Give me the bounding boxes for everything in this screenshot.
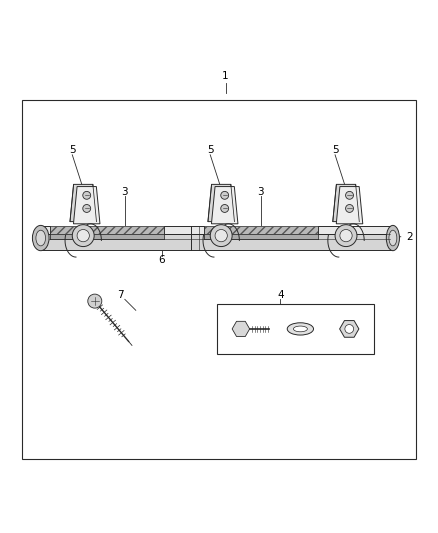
Circle shape [210,225,232,247]
Ellipse shape [293,326,307,332]
Circle shape [221,191,229,199]
Text: 7: 7 [117,290,124,300]
Circle shape [346,205,353,213]
Circle shape [72,225,94,247]
Ellipse shape [389,230,397,246]
Text: 5: 5 [207,146,214,156]
Bar [22,100,416,459]
Polygon shape [42,226,392,235]
Polygon shape [336,187,363,224]
Circle shape [77,230,89,242]
Text: 5: 5 [332,146,339,156]
Circle shape [88,294,102,308]
Circle shape [215,230,227,242]
Bar [50,235,164,239]
Ellipse shape [287,323,314,335]
Ellipse shape [386,225,399,251]
Ellipse shape [32,225,49,251]
Text: 3: 3 [257,187,264,197]
Circle shape [83,191,91,199]
Ellipse shape [36,230,46,246]
Text: 5: 5 [69,146,76,156]
Text: 1: 1 [222,71,229,81]
Polygon shape [333,184,359,222]
Bar [217,304,374,354]
Polygon shape [74,187,100,224]
Polygon shape [212,187,238,224]
Text: 4: 4 [277,290,284,300]
Bar [204,226,318,235]
Bar [204,235,318,239]
Circle shape [345,325,353,333]
Polygon shape [42,235,392,250]
Text: 2: 2 [406,232,413,242]
Circle shape [340,230,352,242]
Polygon shape [208,184,234,222]
Text: 3: 3 [121,187,128,197]
Circle shape [221,205,229,213]
Text: 6: 6 [159,255,166,265]
Bar [50,226,164,235]
Circle shape [335,225,357,247]
Polygon shape [70,184,96,222]
Circle shape [83,205,91,213]
Circle shape [346,191,353,199]
